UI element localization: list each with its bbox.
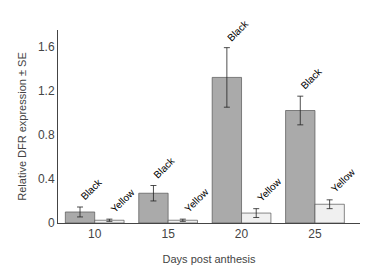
svg-text:Yellow: Yellow [109, 186, 138, 215]
svg-text:10: 10 [88, 227, 102, 241]
svg-text:25: 25 [308, 227, 322, 241]
svg-text:0.4: 0.4 [38, 172, 55, 186]
svg-text:0: 0 [48, 216, 55, 230]
svg-text:Black: Black [151, 155, 177, 181]
svg-text:Yellow: Yellow [255, 175, 284, 204]
svg-text:Yellow: Yellow [329, 166, 358, 195]
svg-text:Black: Black [225, 18, 251, 44]
svg-text:Relative DFR expression ± SE: Relative DFR expression ± SE [16, 52, 28, 200]
svg-text:Black: Black [299, 65, 325, 91]
svg-text:Days post anthesis: Days post anthesis [163, 253, 256, 265]
svg-text:20: 20 [235, 227, 249, 241]
svg-text:0.8: 0.8 [38, 128, 55, 142]
svg-text:15: 15 [161, 227, 175, 241]
svg-text:Black: Black [79, 176, 105, 202]
svg-text:1.6: 1.6 [38, 40, 55, 54]
svg-text:1.2: 1.2 [38, 84, 55, 98]
svg-text:Yellow: Yellow [183, 186, 212, 215]
